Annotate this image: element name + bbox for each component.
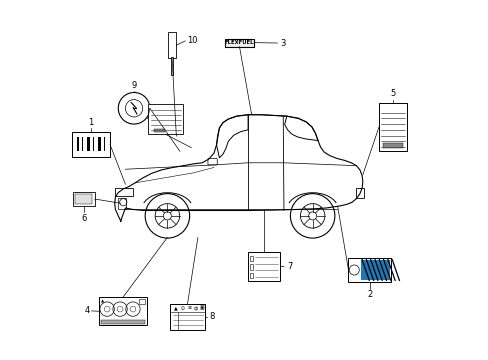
Bar — [77, 137, 79, 151]
Bar — [103, 137, 105, 151]
Bar — [147, 104, 183, 134]
Bar — [167, 32, 176, 58]
Bar — [247, 252, 280, 281]
Bar — [378, 103, 406, 151]
Bar — [82, 137, 83, 151]
Text: 7: 7 — [286, 262, 292, 271]
Text: ≡: ≡ — [187, 306, 191, 311]
Bar — [139, 300, 145, 304]
Text: 8: 8 — [209, 312, 214, 321]
Text: FLEXFUEL: FLEXFUEL — [224, 40, 254, 45]
Text: 6: 6 — [81, 215, 86, 224]
Text: ▣: ▣ — [199, 306, 203, 311]
Bar — [72, 132, 110, 157]
Text: 1: 1 — [88, 118, 93, 127]
Bar — [348, 258, 390, 282]
Bar — [98, 137, 101, 151]
FancyBboxPatch shape — [207, 158, 217, 165]
Text: 3: 3 — [280, 39, 285, 48]
Bar — [93, 137, 94, 151]
Bar — [115, 188, 132, 196]
Text: ▲: ▲ — [173, 306, 177, 311]
Text: 4: 4 — [84, 306, 89, 315]
Bar — [224, 39, 254, 46]
Bar — [169, 304, 204, 330]
Bar — [118, 198, 126, 209]
Text: 5: 5 — [389, 89, 395, 98]
Bar — [360, 260, 389, 280]
Bar — [249, 264, 253, 270]
Bar — [73, 192, 94, 206]
Bar — [383, 143, 402, 148]
Text: 9: 9 — [131, 81, 136, 90]
Text: ф: ф — [193, 306, 198, 311]
Bar — [99, 297, 146, 325]
Bar — [101, 320, 144, 324]
Bar — [154, 130, 164, 132]
Bar — [170, 57, 173, 75]
Text: 10: 10 — [187, 36, 197, 45]
Text: ⊙: ⊙ — [180, 306, 184, 311]
Bar — [87, 137, 90, 151]
Text: 2: 2 — [366, 291, 371, 300]
Text: ▲: ▲ — [101, 300, 104, 303]
Bar — [74, 194, 92, 204]
Bar — [249, 256, 253, 261]
Bar — [356, 188, 363, 198]
Bar — [249, 273, 253, 278]
